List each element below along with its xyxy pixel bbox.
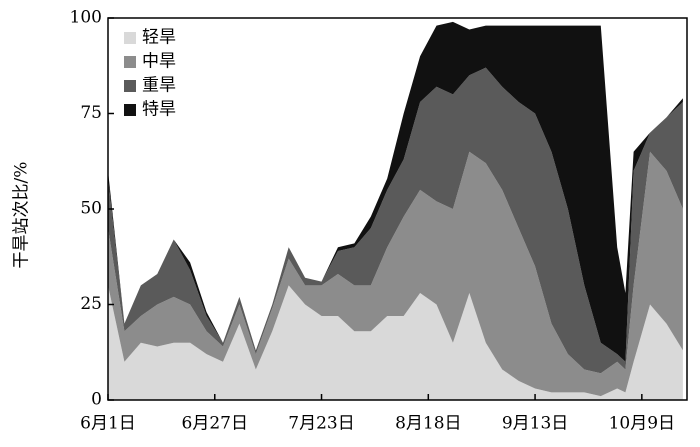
y-axis-label: 干旱站次比/%: [12, 162, 32, 269]
x-tick-label: 9月13日: [502, 414, 568, 434]
legend-swatch: [124, 80, 136, 92]
y-tick-label: 50: [80, 199, 102, 219]
legend-swatch: [124, 104, 136, 116]
x-tick-label: 8月18日: [395, 414, 461, 434]
y-tick-label: 100: [70, 8, 102, 28]
area: [108, 285, 683, 400]
area: [108, 21, 683, 362]
legend-label: 重旱: [142, 76, 176, 96]
x-tick-label: 6月27日: [182, 414, 248, 434]
x-tick-label: 6月1日: [80, 414, 136, 434]
legend-label: 特旱: [142, 100, 176, 120]
y-tick-label: 25: [80, 294, 102, 314]
legend-label: 轻旱: [142, 28, 176, 48]
x-tick-label: 10月9日: [609, 414, 675, 434]
legend-swatch: [124, 32, 136, 44]
legend-label: 中旱: [142, 52, 176, 72]
y-tick-label: 75: [80, 103, 102, 123]
legend-swatch: [124, 56, 136, 68]
x-tick-label: 7月23日: [288, 414, 354, 434]
y-tick-label: 0: [91, 390, 102, 410]
area: [108, 67, 683, 374]
area: [108, 151, 683, 397]
